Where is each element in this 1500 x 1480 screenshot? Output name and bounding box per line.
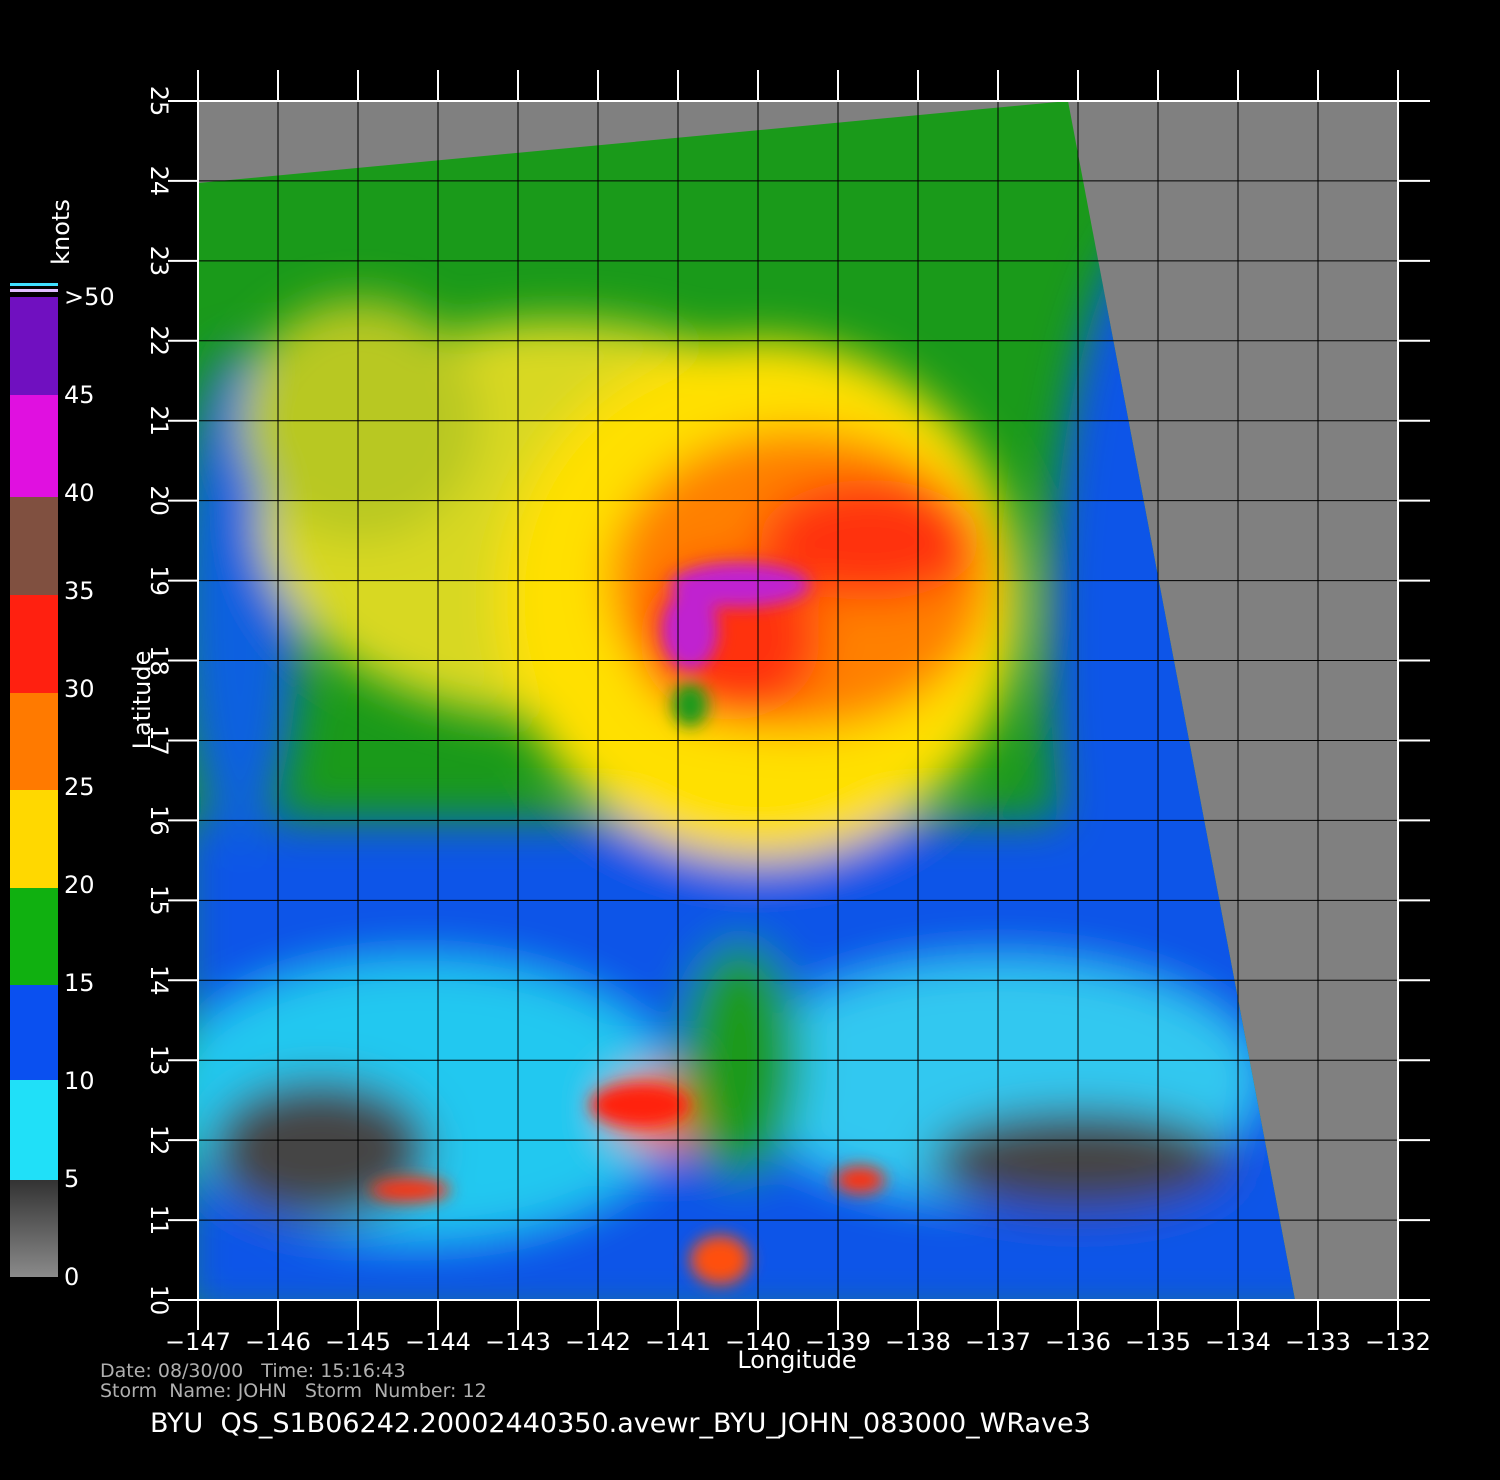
colorbar [10, 283, 58, 1277]
x-tick-label: −140 [725, 1328, 791, 1356]
y-tick-label: 13 [145, 1045, 173, 1076]
y-tick-label: 24 [145, 166, 173, 197]
x-tick-label: −145 [325, 1328, 391, 1356]
y-tick-label: 12 [145, 1125, 173, 1156]
x-tick-label: −137 [965, 1328, 1031, 1356]
y-tick-label: 14 [145, 965, 173, 996]
plot-frame [197, 100, 1399, 1301]
x-tick-label: −132 [1365, 1328, 1431, 1356]
y-tick-label: 10 [145, 1285, 173, 1316]
x-axis-title: Longitude [737, 1346, 856, 1374]
colorbar-label: 20 [64, 871, 95, 899]
x-tick-label: −147 [165, 1328, 231, 1356]
y-axis-title: Latitude [128, 651, 156, 750]
y-tick-label: 23 [145, 246, 173, 277]
y-tick-label: 16 [145, 805, 173, 836]
y-tick-label: 17 [145, 725, 173, 756]
x-tick-label: −144 [405, 1328, 471, 1356]
grid [168, 70, 1430, 1330]
x-tick-label: −141 [645, 1328, 711, 1356]
colorbar-label: 0 [64, 1263, 79, 1291]
date-line: Date: 08/30/00 Time: 15:16:43 [100, 1360, 406, 1382]
y-tick-label: 18 [145, 645, 173, 676]
colorbar-label: 35 [64, 577, 95, 605]
x-tick-label: −146 [245, 1328, 311, 1356]
colorbar-label: 5 [64, 1165, 79, 1193]
x-tick-label: −139 [805, 1328, 871, 1356]
x-tick-label: −135 [1125, 1328, 1191, 1356]
colorbar-label: 45 [64, 381, 95, 409]
colorbar-label: 30 [64, 675, 95, 703]
file-line: BYU QS_S1B06242.20002440350.avewr_BYU_JO… [150, 1408, 1091, 1439]
storm-line: Storm Name: JOHN Storm Number: 12 [100, 1380, 487, 1402]
x-tick-label: −143 [485, 1328, 551, 1356]
colorbar-label: 25 [64, 773, 95, 801]
y-tick-label: 25 [145, 86, 173, 117]
y-tick-label: 20 [145, 485, 173, 516]
colorbar-title: knots [47, 199, 75, 265]
colorbar-label: 10 [64, 1067, 95, 1095]
x-tick-label: −133 [1285, 1328, 1351, 1356]
x-tick-label: −136 [1045, 1328, 1111, 1356]
y-tick-label: 19 [145, 565, 173, 596]
x-tick-label: −142 [565, 1328, 631, 1356]
x-tick-label: −138 [885, 1328, 951, 1356]
y-tick-label: 21 [145, 405, 173, 436]
y-tick-label: 15 [145, 885, 173, 916]
colorbar-label: 15 [64, 969, 95, 997]
colorbar-label: >50 [64, 283, 115, 311]
y-tick-label: 22 [145, 326, 173, 357]
colorbar-label: 40 [64, 479, 95, 507]
x-tick-label: −134 [1205, 1328, 1271, 1356]
y-tick-label: 11 [145, 1205, 173, 1236]
